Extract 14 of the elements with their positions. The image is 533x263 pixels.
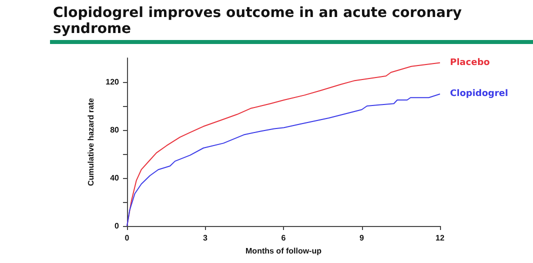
y-tick-label: 80 [110,126,120,134]
x-tick-label: 3 [203,234,208,242]
y-axis-title: Cumulative hazard rate [86,97,96,186]
x-tick-label: 6 [281,234,286,242]
y-tick-label: 40 [110,174,120,182]
x-axis-title: Months of follow-up [246,246,322,256]
x-tick-label: 9 [360,234,365,242]
y-tick-label: 120 [106,78,120,86]
series-label: Clopidogrel [450,89,508,99]
chart-title: Clopidogrel improves outcome in an acute coronary syndrome [53,5,463,37]
x-tick-label: 12 [436,234,445,242]
x-tick-label: 0 [124,234,130,242]
y-tick-label: 0 [114,222,120,230]
series-label: Placebo [450,58,490,68]
